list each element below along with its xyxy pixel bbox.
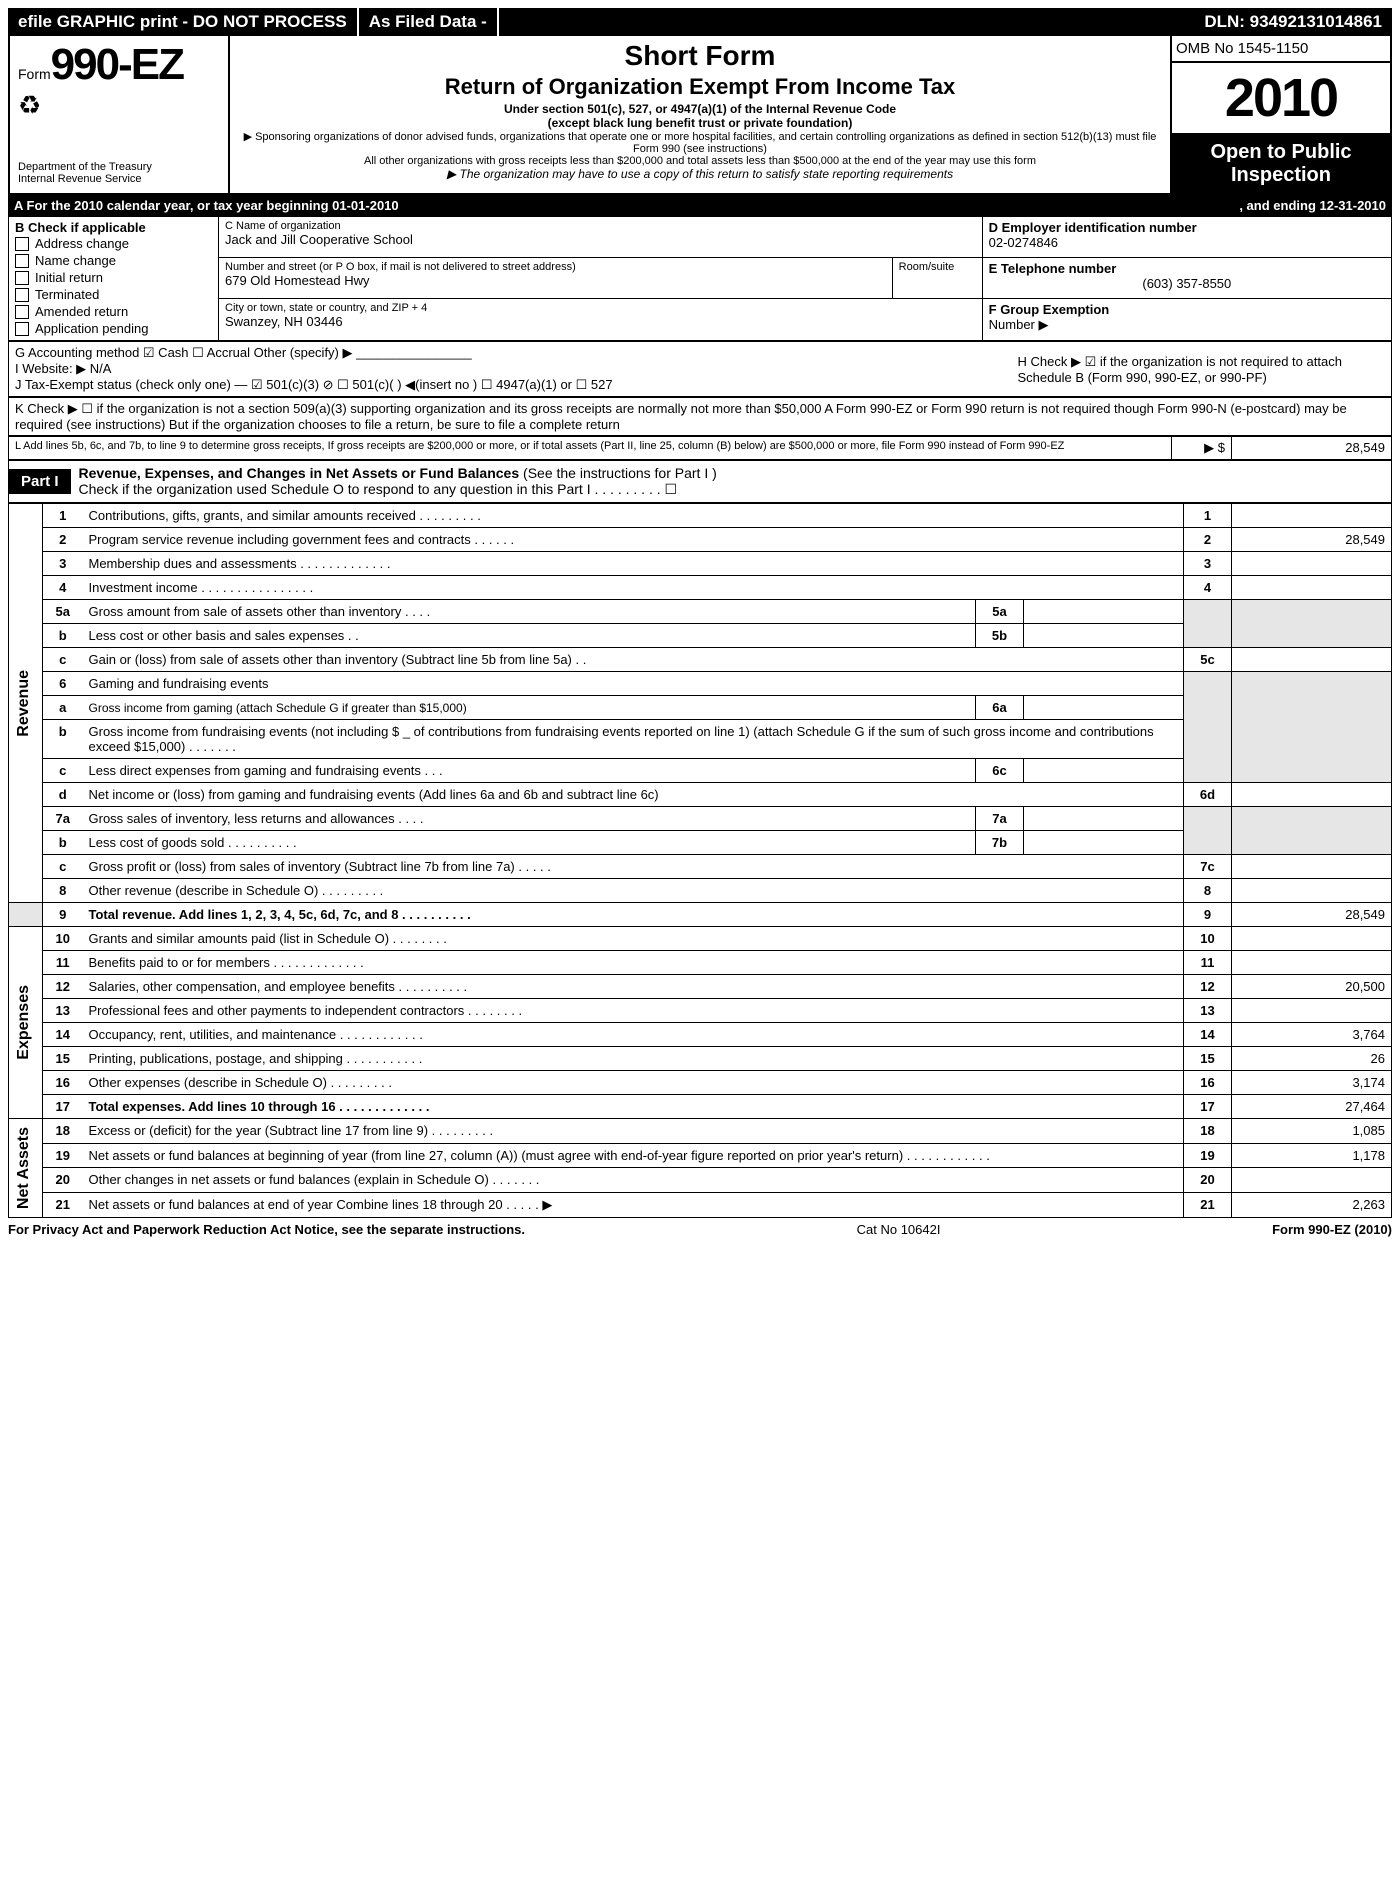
chk-application-pending[interactable]: Application pending [15,320,212,337]
box-d: D Employer identification number 02-0274… [982,217,1391,258]
line-l-row: L Add lines 5b, 6c, and 7b, to line 9 to… [8,436,1392,460]
org-name: Jack and Jill Cooperative School [225,232,976,247]
chk-amended-return[interactable]: Amended return [15,303,212,320]
amt-line-19: 1,178 [1232,1143,1392,1168]
dept-treasury: Department of the Treasury [18,161,220,173]
part-i-check-line: Check if the organization used Schedule … [79,481,678,497]
recycle-icon: ♻ [18,90,216,121]
page-footer: For Privacy Act and Paperwork Reduction … [8,1218,1392,1237]
amt-line-14: 3,764 [1232,1023,1392,1047]
box-c-room: Room/suite [892,257,982,298]
line-l-text: L Add lines 5b, 6c, and 7b, to line 9 to… [9,437,1172,460]
amt-line-21: 2,263 [1232,1192,1392,1218]
chk-name-change[interactable]: Name change [15,252,212,269]
footer-privacy: For Privacy Act and Paperwork Reduction … [8,1222,525,1237]
line-k-row: K Check ▶ ☐ if the organization is not a… [8,397,1392,436]
ghij-grid: G Accounting method ☑ Cash ☐ Accrual Oth… [8,341,1392,397]
line-g-i-j: G Accounting method ☑ Cash ☐ Accrual Oth… [9,342,1012,397]
line-l-amt-label: ▶ $ [1172,437,1232,460]
part-i-title: Revenue, Expenses, and Changes in Net As… [71,461,725,502]
box-c-street: Number and street (or P O box, if mail i… [219,257,893,298]
chk-initial-return[interactable]: Initial return [15,269,212,286]
note-sponsoring: ▶ Sponsoring organizations of donor advi… [236,130,1164,155]
part-i-table: Revenue 1 Contributions, gifts, grants, … [8,503,1392,1218]
note-state-reporting: ▶ The organization may have to use a cop… [236,167,1164,181]
form-990ez-page: efile GRAPHIC print - DO NOT PROCESS As … [0,0,1400,1245]
line-l-amt: 28,549 [1232,437,1392,460]
note-other-orgs: All other organizations with gross recei… [236,155,1164,167]
line-k: K Check ▶ ☐ if the organization is not a… [9,398,1392,436]
asfiled-label: As Filed Data - [359,8,499,36]
side-revenue: Revenue [9,504,43,903]
form-number: 990-EZ [51,40,183,90]
identity-grid: B Check if applicable Address change Nam… [8,216,1392,341]
box-c-name: C Name of organization Jack and Jill Coo… [219,217,983,258]
box-b: B Check if applicable Address change Nam… [9,217,219,341]
subtitle-except: (except black lung benefit trust or priv… [236,116,1164,130]
part-i-header: Part I Revenue, Expenses, and Changes in… [8,460,1392,503]
street-value: 679 Old Homestead Hwy [225,273,886,288]
header-right: OMB No 1545-1150 2010 Open to Public Ins… [1170,36,1390,193]
efile-label: efile GRAPHIC print - DO NOT PROCESS [8,8,359,36]
chk-address-change[interactable]: Address change [15,235,212,252]
amt-line-18: 1,085 [1232,1119,1392,1144]
dept-irs: Internal Revenue Service [18,173,220,185]
amt-line-9: 28,549 [1232,903,1392,927]
box-c-city: City or town, state or country, and ZIP … [219,298,983,340]
amt-line-16: 3,174 [1232,1071,1392,1095]
form-prefix: Form [18,66,51,82]
line-i: I Website: ▶ N/A [15,361,1006,377]
side-expenses: Expenses [9,927,43,1119]
amt-line-12: 20,500 [1232,975,1392,999]
title-short-form: Short Form [236,40,1164,72]
dln-label: DLN: 93492131014861 [1194,8,1392,36]
omb-number: OMB No 1545-1150 [1172,36,1390,63]
line-j: J Tax-Exempt status (check only one) — ☑… [15,377,1006,393]
header-center: Short Form Return of Organization Exempt… [230,36,1170,193]
part-i-tab: Part I [9,469,71,494]
line-g: G Accounting method ☑ Cash ☐ Accrual Oth… [15,345,1006,361]
header-left: Form 990-EZ ♻ Department of the Treasury… [10,36,230,193]
footer-form-id: Form 990-EZ (2010) [1272,1222,1392,1237]
amt-line-2: 28,549 [1232,528,1392,552]
amt-line-15: 26 [1232,1047,1392,1071]
form-header: Form 990-EZ ♻ Department of the Treasury… [8,36,1392,195]
tax-year: 2010 [1172,63,1390,135]
row-a-tax-year: A For the 2010 calendar year, or tax yea… [8,195,1392,216]
side-net-assets: Net Assets [9,1119,43,1218]
open-to-public: Open to Public Inspection [1172,135,1390,193]
box-e: E Telephone number (603) 357-8550 [982,257,1391,298]
title-return: Return of Organization Exempt From Incom… [236,74,1164,100]
phone-value: (603) 357-8550 [989,276,1385,291]
box-f: F Group Exemption Number ▶ [982,298,1391,340]
footer-cat-no: Cat No 10642I [857,1222,941,1237]
chk-terminated[interactable]: Terminated [15,286,212,303]
subtitle-section: Under section 501(c), 527, or 4947(a)(1)… [236,102,1164,116]
line-h: H Check ▶ ☑ if the organization is not r… [1012,342,1392,397]
ein-value: 02-0274846 [989,235,1385,250]
city-value: Swanzey, NH 03446 [225,314,976,329]
top-bar: efile GRAPHIC print - DO NOT PROCESS As … [8,8,1392,36]
amt-line-17: 27,464 [1232,1095,1392,1119]
